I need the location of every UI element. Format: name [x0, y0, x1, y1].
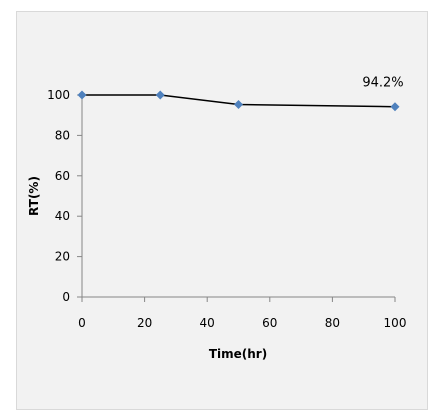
- chart-frame: [16, 11, 428, 410]
- y-tick-label: 0: [62, 290, 70, 304]
- x-axis-title: Time(hr): [209, 347, 267, 361]
- y-tick-label: 60: [55, 169, 70, 183]
- y-axis-title: RT(%): [27, 176, 41, 216]
- data-label: 94.2%: [362, 76, 403, 91]
- data-point: [390, 102, 400, 112]
- y-tick-label: 40: [55, 209, 70, 223]
- axes: [77, 94, 396, 302]
- y-tick-label: 20: [55, 250, 70, 264]
- y-tick-label: 100: [47, 88, 70, 102]
- data-point: [155, 90, 165, 100]
- x-tick-label: 0: [78, 316, 86, 330]
- data-point: [234, 99, 243, 109]
- x-tick-label: 40: [200, 316, 215, 330]
- data-point: [77, 90, 87, 100]
- x-tick-label: 100: [384, 316, 407, 330]
- x-tick-label: 20: [137, 316, 152, 330]
- data-labels: 94.2%: [362, 76, 403, 91]
- x-tick-label: 60: [262, 316, 277, 330]
- y-tick-label: 80: [55, 128, 70, 142]
- tick-labels: 0 20 40 60 80 100 0 20 40 60 80 100: [47, 88, 406, 330]
- series: [77, 90, 400, 112]
- series-line: [82, 94, 396, 108]
- x-tick-label: 80: [325, 316, 340, 330]
